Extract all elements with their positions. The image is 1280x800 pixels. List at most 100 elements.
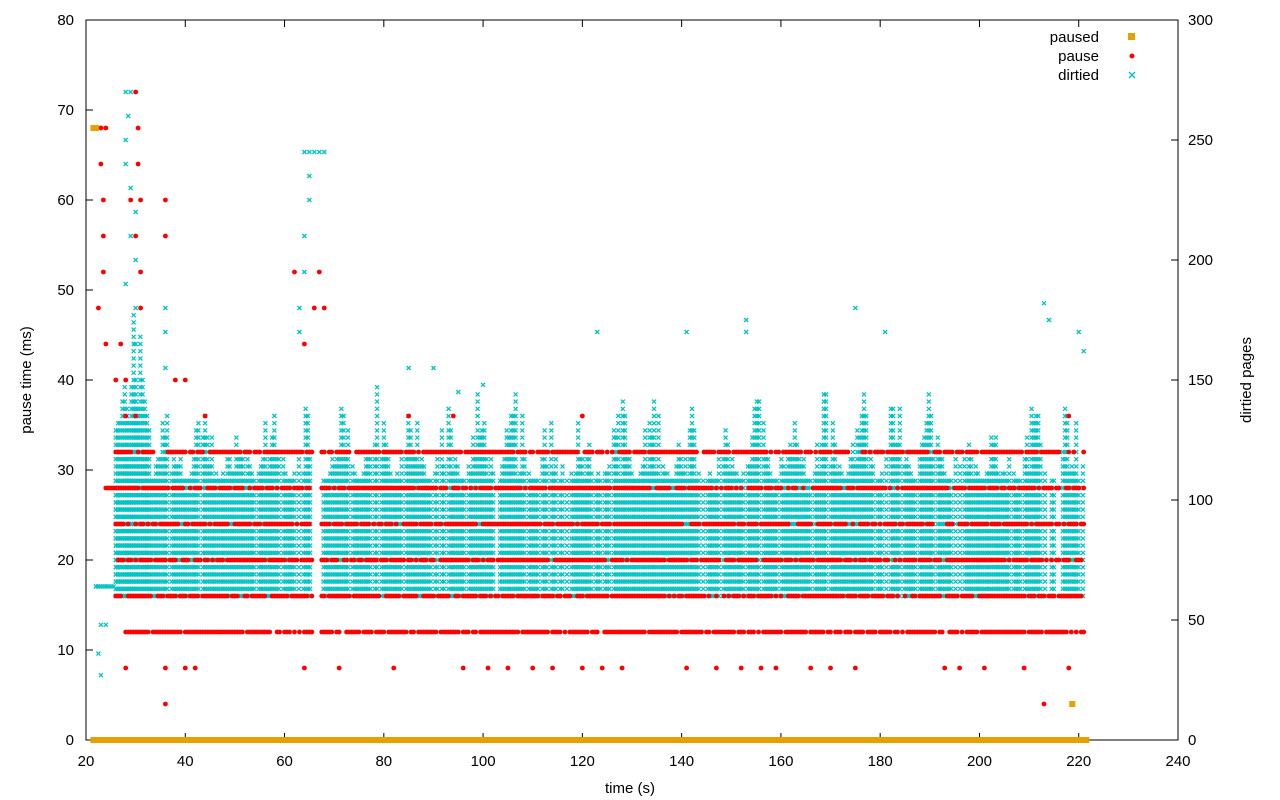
dirtied-point — [700, 550, 706, 556]
x-tick: 220 — [1066, 20, 1091, 770]
dirtied-point — [414, 420, 420, 426]
dirtied-point — [488, 463, 494, 469]
dirtied-point — [204, 435, 210, 441]
dirtied-point — [164, 499, 170, 505]
x-tick-label: 160 — [768, 753, 793, 770]
dirtied-point — [399, 463, 405, 469]
dirtied-point — [164, 571, 170, 577]
dirtied-point — [374, 420, 380, 426]
y2-tick: 0 — [1188, 732, 1196, 749]
dirtied-point — [195, 514, 201, 520]
dirtied-point — [399, 456, 405, 462]
dirtied-point — [195, 478, 201, 484]
dirtied-point — [164, 564, 170, 570]
dirtied-point — [296, 571, 302, 577]
y-tick: 60 — [57, 192, 93, 209]
dirtied-point — [419, 456, 425, 462]
dirtied-point — [615, 413, 621, 419]
dirtied-point — [262, 427, 268, 433]
dirtied-point — [164, 514, 170, 520]
dirtied-point — [542, 442, 548, 448]
dirtied-point — [519, 442, 525, 448]
dirtied-point — [374, 413, 380, 419]
y2-tick-label: 50 — [1188, 612, 1205, 629]
dirtied-point — [700, 586, 706, 592]
y-tick-label: 50 — [57, 282, 74, 299]
dirtied-point — [575, 442, 581, 448]
dirtied-point — [434, 463, 440, 469]
dirtied-point — [446, 420, 452, 426]
y-tick-label: 40 — [57, 372, 74, 389]
dirtied-point — [606, 463, 612, 469]
dirtied-point — [647, 427, 653, 433]
dirtied-point — [696, 471, 702, 477]
dirtied-point — [195, 507, 201, 513]
dirtied-point — [682, 463, 688, 469]
x-tick-label: 140 — [669, 753, 694, 770]
dirtied-point — [381, 420, 387, 426]
dirtied-point — [220, 471, 226, 477]
y-tick-label: 70 — [57, 102, 74, 119]
x-tick-label: 100 — [471, 753, 496, 770]
x-tick: 200 — [967, 20, 992, 770]
dirtied-point — [439, 442, 445, 448]
dirtied-point — [164, 478, 170, 484]
dirtied-point — [656, 456, 662, 462]
y2-tick-label: 0 — [1188, 732, 1196, 749]
dirtied-point — [381, 427, 387, 433]
dirtied-point — [716, 463, 722, 469]
dirtied-point — [178, 471, 184, 477]
dirtied-point — [611, 427, 617, 433]
dirtied-point — [700, 507, 706, 513]
dirtied-point — [660, 463, 666, 469]
dirtied-point — [195, 535, 201, 541]
dirtied-point — [481, 420, 487, 426]
dirtied-point — [195, 564, 201, 570]
dirtied-point — [564, 586, 570, 592]
x-tick-label: 200 — [967, 753, 992, 770]
dirtied-point — [446, 413, 452, 419]
dirtied-point — [414, 442, 420, 448]
dirtied-point — [164, 435, 170, 441]
dirtied-point — [564, 564, 570, 570]
dirtied-point — [656, 427, 662, 433]
y2-tick: 150 — [1171, 372, 1213, 389]
dirtied-point — [195, 463, 201, 469]
dirtied-point — [700, 571, 706, 577]
dirtied-point — [195, 543, 201, 549]
dirtied-point — [548, 427, 554, 433]
dirtied-point — [405, 420, 411, 426]
dirtied-point — [195, 586, 201, 592]
dirtied-point — [164, 528, 170, 534]
dirtied-point — [700, 528, 706, 534]
dirtied-point — [564, 528, 570, 534]
dirtied-point — [564, 571, 570, 577]
x-tick-label: 180 — [868, 753, 893, 770]
dirtied-point — [475, 406, 481, 412]
dirtied-point — [676, 442, 682, 448]
dirtied-point — [595, 471, 601, 477]
dirtied-point — [296, 492, 302, 498]
dirtied-point — [414, 435, 420, 441]
dirtied-point — [575, 435, 581, 441]
dirtied-point — [700, 478, 706, 484]
dirtied-point — [519, 427, 525, 433]
dirtied-point — [209, 435, 215, 441]
x-tick-label: 120 — [570, 753, 595, 770]
dirtied-point — [374, 406, 380, 412]
dirtied-point — [164, 442, 170, 448]
dirtied-point — [519, 435, 525, 441]
dirtied-point — [526, 471, 532, 477]
dirtied-point — [729, 456, 735, 462]
dirtied-point — [195, 492, 201, 498]
x-tick: 80 — [375, 20, 392, 770]
dirtied-point — [564, 478, 570, 484]
dirtied-point — [202, 420, 208, 426]
plot-area — [90, 89, 1090, 743]
dirtied-point — [682, 456, 688, 462]
dirtied-point — [466, 463, 472, 469]
dirtied-point — [475, 420, 481, 426]
dirtied-point — [171, 456, 177, 462]
dirtied-point — [542, 427, 548, 433]
